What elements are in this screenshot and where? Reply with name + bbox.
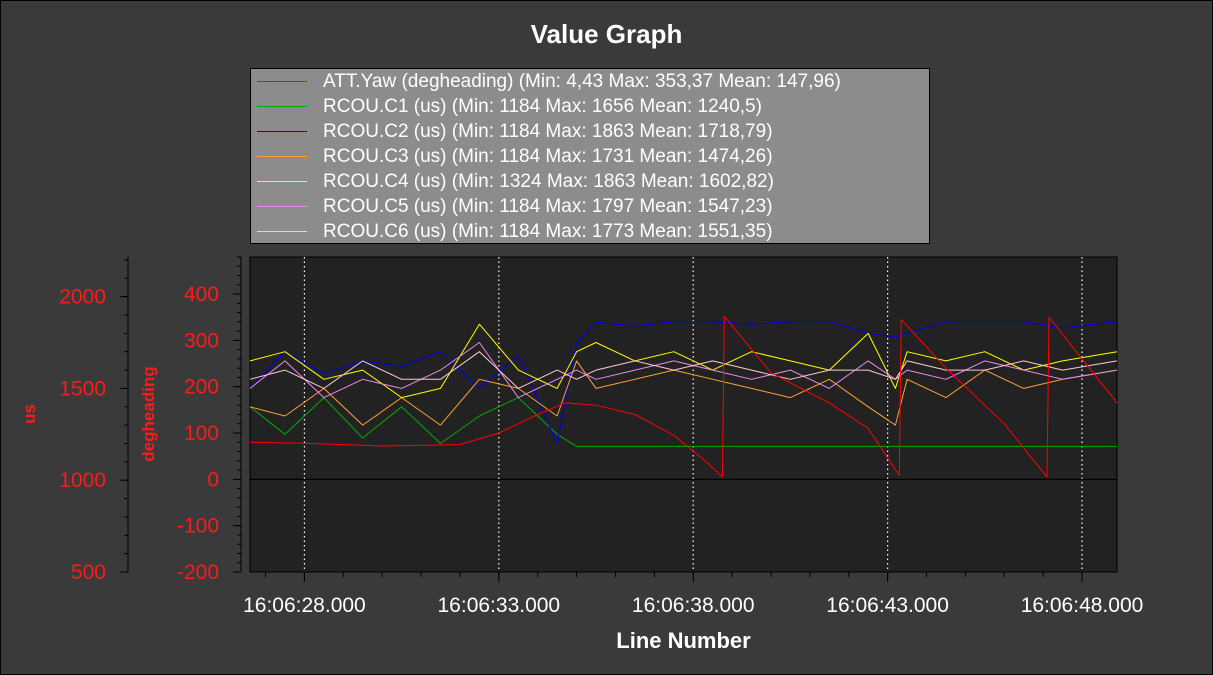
legend-label: RCOU.C1 (us) (Min: 1184 Max: 1656 Mean: … [323, 95, 762, 117]
deg-tick-label: -100 [177, 515, 219, 538]
series-line-6 [249, 351, 1118, 389]
legend-label: RCOU.C4 (us) (Min: 1324 Max: 1863 Mean: … [323, 170, 774, 192]
grid-layer [250, 257, 1117, 572]
legend-entry: RCOU.C3 (us) (Min: 1184 Max: 1731 Mean: … [257, 144, 773, 169]
legend-entry: RCOU.C4 (us) (Min: 1324 Max: 1863 Mean: … [257, 169, 774, 194]
deg-tick-label: 200 [184, 376, 219, 399]
legend: ATT.Yaw (degheading) (Min: 4,43 Max: 353… [250, 68, 930, 244]
legend-entry: RCOU.C2 (us) (Min: 1184 Max: 1863 Mean: … [257, 119, 773, 144]
us-tick-label: 1000 [59, 469, 106, 492]
x-axis-label: Line Number [616, 628, 751, 653]
us-tick-label: 500 [71, 561, 106, 584]
series-line-2 [249, 321, 1118, 444]
deg-axis-label: degheading [139, 366, 158, 461]
legend-swatch [257, 181, 307, 182]
legend-swatch [257, 106, 307, 107]
legend-swatch [257, 156, 307, 157]
deg-tick-label: 100 [184, 422, 219, 445]
x-tick-label: 16:06:48.000 [1021, 594, 1144, 617]
us-tick-label: 2000 [59, 286, 106, 309]
legend-entry: RCOU.C6 (us) (Min: 1184 Max: 1773 Mean: … [257, 219, 773, 244]
legend-entry: ATT.Yaw (degheading) (Min: 4,43 Max: 353… [257, 69, 841, 94]
x-tick-label: 16:06:28.000 [243, 594, 366, 617]
legend-label: RCOU.C3 (us) (Min: 1184 Max: 1731 Mean: … [323, 145, 773, 167]
deg-tick-label: -200 [177, 561, 219, 584]
series-line-0 [249, 315, 1118, 478]
legend-label: RCOU.C5 (us) (Min: 1184 Max: 1797 Mean: … [323, 195, 773, 217]
series-line-5 [249, 342, 1118, 399]
plot-area [249, 256, 1118, 573]
x-tick-label: 16:06:33.000 [438, 594, 561, 617]
chart-title: Value Graph [530, 19, 683, 49]
legend-swatch [257, 131, 307, 132]
deg-tick-label: 400 [184, 283, 219, 306]
legend-swatch [257, 81, 307, 82]
us-tick-label: 1500 [59, 377, 106, 400]
legend-entry: RCOU.C1 (us) (Min: 1184 Max: 1656 Mean: … [257, 94, 762, 119]
legend-label: RCOU.C6 (us) (Min: 1184 Max: 1773 Mean: … [323, 220, 773, 242]
deg-tick-label: 300 [184, 329, 219, 352]
legend-entry: RCOU.C5 (us) (Min: 1184 Max: 1797 Mean: … [257, 194, 773, 219]
x-tick-label: 16:06:43.000 [826, 594, 949, 617]
x-tick-label: 16:06:38.000 [632, 594, 755, 617]
series-line-1 [249, 397, 1117, 447]
legend-swatch [257, 206, 307, 207]
legend-swatch [257, 231, 307, 232]
deg-tick-label: 0 [207, 468, 219, 491]
series-layer [249, 315, 1118, 478]
series-line-4 [249, 323, 1118, 399]
legend-label: RCOU.C2 (us) (Min: 1184 Max: 1863 Mean: … [323, 120, 773, 142]
axes-layer: 16:06:28.000 16:06:33.000 16:06:38.000 16:0… [20, 256, 1144, 617]
us-axis-label: us [20, 404, 39, 424]
legend-label: ATT.Yaw (degheading) (Min: 4,43 Max: 353… [323, 70, 841, 92]
